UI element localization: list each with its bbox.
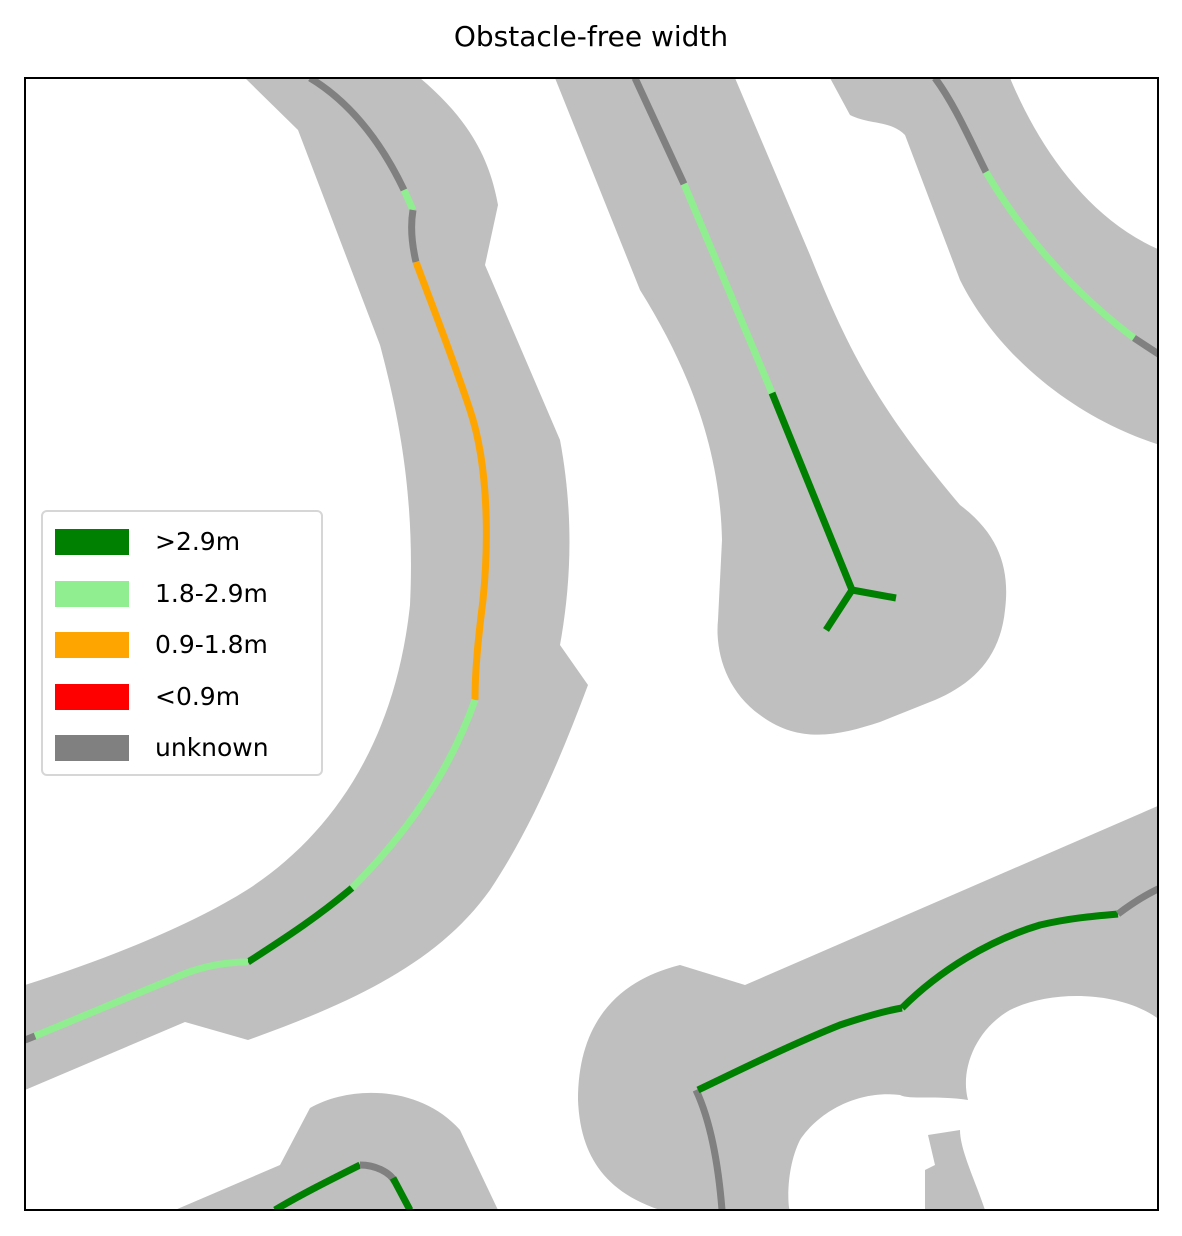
legend-swatch-very-narrow [55,683,129,710]
segment-wide [246,885,355,965]
segment-wide [768,391,856,592]
segment-unknown [408,209,420,263]
segment-unknown [1115,885,1158,917]
segment-medium [982,170,1137,341]
legend-swatch-narrow [55,632,129,658]
walkable-area-lower-right-island [925,1130,985,1210]
segment-unknown [25,1032,37,1044]
segment-unknown [1132,335,1158,358]
legend: >2.9m 1.8-2.9m 0.9-1.8m <0.9m unknown [41,510,323,776]
legend-swatch-unknown [55,735,129,761]
walkable-area-upper-right [830,78,1158,445]
legend-swatch-wide [55,529,129,555]
segment-medium [349,698,479,891]
legend-label-narrow: 0.9-1.8m [155,630,268,659]
legend-label-very-narrow: <0.9m [155,681,241,711]
segment-unknown [692,1088,726,1210]
map-title: Obstacle-free width [453,20,729,53]
legend-item-wide: >2.9m [55,526,321,578]
segment-wide [273,1161,362,1210]
segment-medium [400,188,417,212]
legend-item-medium: 1.8-2.9m [55,578,321,630]
legend-label-unknown: unknown [155,733,269,762]
segment-wide [851,586,897,602]
legend-item-very-narrow: <0.9m [55,681,321,733]
legend-item-unknown: unknown [55,732,321,784]
segment-wide [389,1176,414,1210]
axes-frame [24,77,1159,1211]
walkable-area-left-curve [25,78,588,1090]
walkable-area-lower-right [578,805,1158,1210]
segment-wide [899,910,1119,1011]
legend-swatch-medium [55,580,129,607]
walkable-area-bottom-left [175,1092,498,1210]
legend-label-medium: 1.8-2.9m [155,578,268,608]
segment-narrow [412,260,490,701]
segment-unknown [932,78,990,174]
legend-label-wide: >2.9m [155,527,241,556]
segment-unknown [308,78,408,192]
segment-wide [696,1004,903,1094]
segment-wide [823,588,855,632]
segment-unknown [631,78,688,186]
segment-medium [33,958,249,1040]
width-lines [25,78,1158,1210]
legend-item-narrow: 0.9-1.8m [55,629,321,681]
segment-medium [680,182,776,395]
